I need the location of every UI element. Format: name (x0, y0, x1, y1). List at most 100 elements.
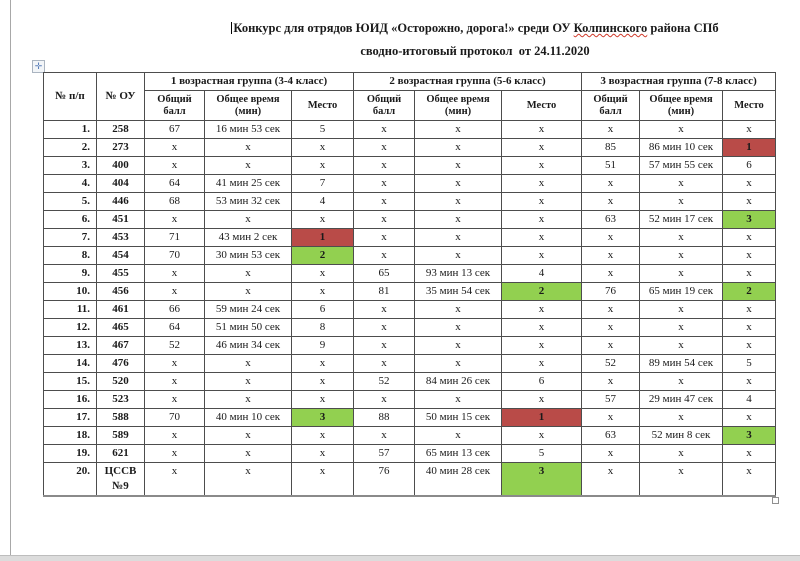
school-number-cell[interactable]: 461 (96, 300, 145, 319)
place-cell[interactable]: x (722, 372, 777, 391)
place-cell[interactable]: x (501, 318, 583, 337)
time-cell[interactable]: 65 мин 13 сек (414, 444, 503, 463)
score-cell[interactable]: 57 (353, 444, 416, 463)
place-cell[interactable]: 1 (722, 138, 777, 157)
score-cell[interactable]: x (353, 390, 416, 409)
header-age-group-1[interactable]: 1 возрастная группа (3-4 класс) (143, 72, 355, 91)
time-cell[interactable]: x (414, 120, 503, 139)
score-cell[interactable]: x (144, 462, 205, 497)
place-cell[interactable]: 5 (722, 354, 777, 373)
score-cell[interactable]: 88 (353, 408, 416, 427)
place-cell[interactable]: 6 (290, 300, 355, 319)
score-cell[interactable]: x (353, 246, 416, 265)
place-cell[interactable]: 4 (290, 192, 355, 211)
time-cell[interactable]: x (204, 372, 292, 391)
score-cell[interactable]: x (581, 300, 641, 319)
time-cell[interactable]: 52 мин 17 сек (639, 210, 724, 229)
place-cell[interactable]: x (722, 228, 777, 247)
header-time-g3[interactable]: Общее время (мин) (639, 90, 724, 121)
time-cell[interactable]: x (204, 282, 292, 301)
score-cell[interactable]: x (581, 462, 641, 497)
score-cell[interactable]: x (581, 246, 641, 265)
place-cell[interactable]: x (290, 390, 355, 409)
score-cell[interactable]: 63 (581, 210, 641, 229)
place-cell[interactable]: x (290, 156, 355, 175)
school-number-cell[interactable]: 465 (96, 318, 145, 337)
time-cell[interactable]: x (639, 462, 724, 497)
row-number-cell[interactable]: 18. (43, 426, 97, 445)
header-time-g2[interactable]: Общее время (мин) (414, 90, 503, 121)
score-cell[interactable]: x (353, 174, 416, 193)
school-number-cell[interactable]: ЦССВ №9 (96, 462, 145, 497)
score-cell[interactable]: x (353, 426, 416, 445)
header-school-number[interactable]: № ОУ (96, 72, 145, 121)
row-number-cell[interactable]: 19. (43, 444, 97, 463)
table-move-handle[interactable]: ✛ (32, 60, 45, 73)
title-line-2[interactable]: сводно-итоговый протокол от 24.11.2020 (360, 44, 590, 58)
school-number-cell[interactable]: 404 (96, 174, 145, 193)
school-number-cell[interactable]: 523 (96, 390, 145, 409)
school-number-cell[interactable]: 258 (96, 120, 145, 139)
place-cell[interactable]: x (501, 246, 583, 265)
place-cell[interactable]: 3 (722, 210, 777, 229)
place-cell[interactable]: 2 (722, 282, 777, 301)
place-cell[interactable]: 3 (722, 426, 777, 445)
time-cell[interactable]: x (414, 246, 503, 265)
school-number-cell[interactable]: 589 (96, 426, 145, 445)
time-cell[interactable]: 57 мин 55 сек (639, 156, 724, 175)
score-cell[interactable]: x (581, 336, 641, 355)
score-cell[interactable]: 66 (144, 300, 205, 319)
place-cell[interactable]: x (501, 192, 583, 211)
score-cell[interactable]: x (144, 282, 205, 301)
time-cell[interactable]: x (204, 156, 292, 175)
score-cell[interactable]: 70 (144, 246, 205, 265)
time-cell[interactable]: x (414, 300, 503, 319)
score-cell[interactable]: 70 (144, 408, 205, 427)
time-cell[interactable]: x (414, 228, 503, 247)
time-cell[interactable]: x (639, 300, 724, 319)
row-number-cell[interactable]: 3. (43, 156, 97, 175)
time-cell[interactable]: x (414, 336, 503, 355)
place-cell[interactable]: 1 (290, 228, 355, 247)
time-cell[interactable]: x (639, 192, 724, 211)
score-cell[interactable]: x (144, 210, 205, 229)
place-cell[interactable]: x (722, 120, 777, 139)
school-number-cell[interactable]: 476 (96, 354, 145, 373)
place-cell[interactable]: 4 (501, 264, 583, 283)
place-cell[interactable]: 7 (290, 174, 355, 193)
score-cell[interactable]: x (144, 372, 205, 391)
row-number-cell[interactable]: 2. (43, 138, 97, 157)
time-cell[interactable]: x (639, 408, 724, 427)
place-cell[interactable]: 3 (290, 408, 355, 427)
school-number-cell[interactable]: 273 (96, 138, 145, 157)
time-cell[interactable]: 41 мин 25 сек (204, 174, 292, 193)
place-cell[interactable]: x (501, 120, 583, 139)
time-cell[interactable]: 86 мин 10 сек (639, 138, 724, 157)
time-cell[interactable]: 51 мин 50 сек (204, 318, 292, 337)
place-cell[interactable]: x (722, 174, 777, 193)
score-cell[interactable]: 65 (353, 264, 416, 283)
score-cell[interactable]: 52 (353, 372, 416, 391)
score-cell[interactable]: x (353, 120, 416, 139)
school-number-cell[interactable]: 456 (96, 282, 145, 301)
school-number-cell[interactable]: 400 (96, 156, 145, 175)
time-cell[interactable]: x (414, 354, 503, 373)
place-cell[interactable]: x (722, 336, 777, 355)
score-cell[interactable]: x (581, 444, 641, 463)
score-cell[interactable]: 76 (581, 282, 641, 301)
score-cell[interactable]: x (353, 300, 416, 319)
school-number-cell[interactable]: 455 (96, 264, 145, 283)
score-cell[interactable]: 51 (581, 156, 641, 175)
time-cell[interactable]: 84 мин 26 сек (414, 372, 503, 391)
time-cell[interactable]: x (414, 210, 503, 229)
row-number-cell[interactable]: 8. (43, 246, 97, 265)
time-cell[interactable]: 50 мин 15 сек (414, 408, 503, 427)
header-age-group-3[interactable]: 3 возрастная группа (7-8 класс) (581, 72, 777, 91)
place-cell[interactable]: x (501, 174, 583, 193)
time-cell[interactable]: 43 мин 2 сек (204, 228, 292, 247)
time-cell[interactable]: x (414, 156, 503, 175)
row-number-cell[interactable]: 9. (43, 264, 97, 283)
place-cell[interactable]: x (501, 336, 583, 355)
place-cell[interactable]: x (722, 444, 777, 463)
score-cell[interactable]: x (144, 426, 205, 445)
